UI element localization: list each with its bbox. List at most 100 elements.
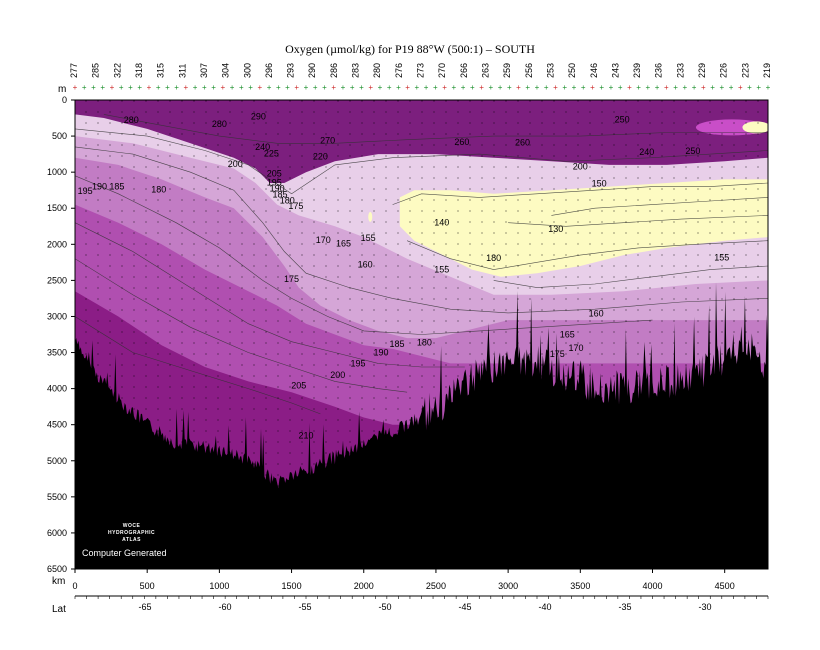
contour-label: 180 (280, 195, 295, 205)
station-marker: + (184, 83, 189, 92)
contour-label: 175 (288, 201, 303, 211)
station-marker: + (766, 83, 771, 92)
station-marker: + (248, 83, 253, 92)
station-label: 283 (351, 63, 361, 78)
station-label: 304 (221, 63, 231, 78)
depth-tick-label: 0 (62, 95, 67, 105)
contour-label: 180 (417, 337, 432, 347)
contour-label: 190 (270, 184, 285, 194)
depth-axis-unit: m (58, 84, 66, 95)
station-marker: + (378, 83, 383, 92)
depth-tick-label: 2500 (47, 275, 67, 285)
contour-label: 290 (251, 112, 266, 122)
station-label: 286 (329, 63, 339, 78)
station-marker: + (470, 83, 475, 92)
station-marker: + (479, 83, 484, 92)
distance-tick-label: 4000 (642, 581, 662, 591)
station-label: 226 (719, 63, 729, 78)
contour-label: 190 (92, 182, 107, 192)
latitude-tick-label: -30 (698, 602, 711, 612)
station-marker: + (91, 83, 96, 92)
station-marker: + (110, 83, 115, 92)
station-marker: + (572, 83, 577, 92)
distance-tick-label: 0 (72, 581, 77, 591)
station-marker: + (257, 83, 262, 92)
chart-title: Oxygen (µmol/kg) for P19 88°W (500:1) – … (285, 42, 535, 56)
station-label: 307 (199, 63, 209, 78)
logo-line: ATLAS (122, 537, 141, 543)
contour-label: 260 (515, 138, 530, 148)
station-label: 293 (286, 63, 296, 78)
station-marker: + (221, 83, 226, 92)
station-marker: + (119, 83, 124, 92)
station-label: 239 (632, 63, 642, 78)
station-marker: + (276, 83, 281, 92)
contour-label: 155 (714, 252, 729, 262)
depth-tick-label: 1500 (47, 203, 67, 213)
contour-label: 140 (434, 218, 449, 228)
station-marker: + (415, 83, 420, 92)
depth-tick-label: 5500 (47, 492, 67, 502)
contour-label: 190 (374, 348, 389, 358)
station-marker: + (646, 83, 651, 92)
station-label: 273 (416, 63, 426, 78)
latitude-axis: Lat -65 -60 -55 -50 -45 -40 -35 -30 (52, 595, 769, 615)
station-marker: + (350, 83, 355, 92)
station-marker: + (692, 83, 697, 92)
latitude-axis-unit: Lat (52, 604, 66, 615)
station-marker: + (387, 83, 392, 92)
station-marker: + (211, 83, 216, 92)
station-marker: + (553, 83, 558, 92)
station-marker: + (756, 83, 761, 92)
latitude-tick-label: -65 (138, 602, 151, 612)
latitude-tick-label: -40 (538, 602, 551, 612)
contour-label: 180 (486, 253, 501, 263)
contour-label: 200 (228, 159, 243, 169)
station-label: 276 (394, 63, 404, 78)
station-marker: + (747, 83, 752, 92)
logo-line: HYDROGRAPHIC (108, 530, 156, 536)
station-label: 296 (264, 63, 274, 78)
latitude-tick-label: -35 (618, 602, 631, 612)
station-marker: + (507, 83, 512, 92)
station-marker: + (147, 83, 152, 92)
depth-tick-label: 4000 (47, 384, 67, 394)
station-label: 280 (372, 63, 382, 78)
logo-line: WOCE (122, 523, 141, 529)
station-marker: + (137, 83, 142, 92)
station-label: 229 (697, 63, 707, 78)
station-marker: + (562, 83, 567, 92)
station-marker: + (655, 83, 660, 92)
contour-label: 205 (291, 381, 306, 391)
station-marker: + (535, 83, 540, 92)
station-marker: + (304, 83, 309, 92)
station-label: 219 (762, 63, 772, 78)
seafloor-bathymetry (75, 282, 768, 569)
contour-label: 165 (560, 330, 575, 340)
station-marker: + (516, 83, 521, 92)
contour-label: 225 (264, 148, 279, 158)
contour-label: 240 (255, 142, 270, 152)
station-marker: + (599, 83, 604, 92)
station-label: 253 (545, 63, 555, 78)
distance-axis-unit: km (52, 576, 65, 587)
depth-tick-label: 500 (52, 131, 67, 141)
station-marker: + (710, 83, 715, 92)
station-marker: + (239, 83, 244, 92)
station-label: 263 (480, 63, 490, 78)
contour-label: 195 (267, 177, 282, 187)
station-marker: + (683, 83, 688, 92)
contour-label: 250 (615, 114, 630, 124)
distance-axis: km 0 500 1000 1500 2000 2500 3000 3500 4000 4500 (52, 569, 735, 591)
station-marker: + (322, 83, 327, 92)
depth-tick-label: 2000 (47, 239, 67, 249)
station-marker: + (193, 83, 198, 92)
station-marker: + (396, 83, 401, 92)
station-marker: + (100, 83, 105, 92)
distance-tick-label: 2000 (354, 581, 374, 591)
station-marker: + (738, 83, 743, 92)
station-label: 277 (69, 63, 79, 78)
depth-axis: m0 500 1000 1500 2000 2500 3000 3500 4000 4500 500… (47, 84, 75, 574)
